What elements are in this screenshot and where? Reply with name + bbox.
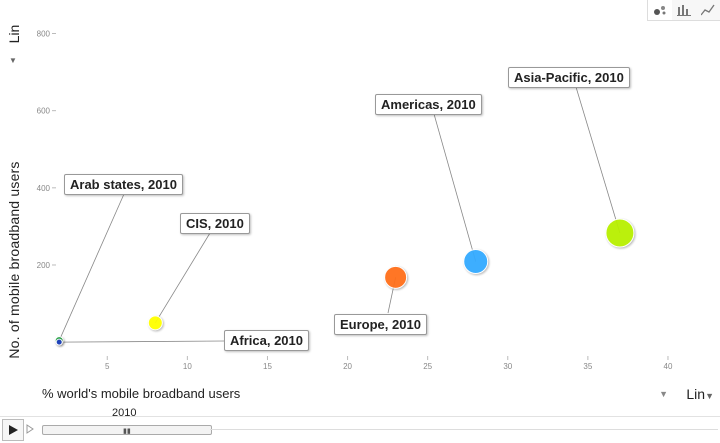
y-tick-label: 400 bbox=[37, 184, 51, 193]
play-button[interactable] bbox=[2, 419, 24, 441]
y-tick-label: 800 bbox=[37, 30, 51, 39]
bubble-label-connector bbox=[154, 232, 211, 324]
x-scale-dropdown-left-icon: ▼ bbox=[659, 389, 668, 399]
x-axis-title[interactable]: % world's mobile broadband users bbox=[42, 386, 241, 401]
x-scale-label: Lin bbox=[686, 386, 706, 402]
data-bubble[interactable] bbox=[147, 315, 163, 331]
timeline-controls: ▮▮ bbox=[0, 416, 720, 443]
data-bubble[interactable] bbox=[384, 265, 408, 289]
step-forward-button[interactable] bbox=[24, 421, 36, 437]
line-chart-icon[interactable] bbox=[696, 0, 720, 20]
bubble-chart-icon[interactable] bbox=[648, 0, 672, 20]
bubble-label-connector bbox=[59, 340, 225, 343]
step-forward-icon bbox=[26, 424, 34, 434]
data-bubble[interactable] bbox=[605, 218, 635, 248]
x-tick-label: 10 bbox=[183, 362, 192, 371]
bubble-label[interactable]: CIS, 2010 bbox=[180, 213, 250, 234]
x-tick-label: 20 bbox=[343, 362, 352, 371]
timeline-divider bbox=[210, 429, 718, 430]
bubble-label[interactable]: Asia-Pacific, 2010 bbox=[508, 67, 630, 88]
data-bubble[interactable] bbox=[55, 338, 63, 346]
bubble-label-connector bbox=[58, 193, 125, 341]
x-tick-label: 30 bbox=[503, 362, 512, 371]
y-scale-dropdown-icon[interactable]: ▼ bbox=[9, 56, 17, 65]
x-tick-label: 25 bbox=[423, 362, 432, 371]
x-tick-label: 5 bbox=[105, 362, 110, 371]
bubble-chart-plot: 200 400 600 800 5 10 15 20 25 30 35 40 bbox=[37, 30, 673, 371]
chevron-down-icon: ▼ bbox=[705, 391, 714, 401]
bubble-label-connector bbox=[433, 113, 477, 262]
x-tick-label: 35 bbox=[583, 362, 592, 371]
x-tick-label: 40 bbox=[664, 362, 673, 371]
y-tick-label: 600 bbox=[37, 107, 51, 116]
bubble-label-connector bbox=[575, 86, 621, 234]
bubble-label[interactable]: Europe, 2010 bbox=[334, 314, 427, 335]
chart-type-toolbar bbox=[647, 0, 720, 21]
x-tick-label: 15 bbox=[263, 362, 272, 371]
time-slider-track[interactable]: ▮▮ bbox=[42, 425, 212, 435]
bubble-label[interactable]: Africa, 2010 bbox=[224, 330, 309, 351]
time-slider-handle[interactable]: ▮▮ bbox=[123, 428, 131, 435]
y-tick-label: 200 bbox=[37, 261, 51, 270]
bubble-label[interactable]: Arab states, 2010 bbox=[64, 174, 183, 195]
data-bubble[interactable] bbox=[463, 249, 489, 275]
x-scale-selector[interactable]: ▼ Lin▼ bbox=[659, 386, 714, 402]
bar-chart-icon[interactable] bbox=[672, 0, 696, 20]
play-icon bbox=[9, 425, 18, 435]
bubble-label[interactable]: Americas, 2010 bbox=[375, 94, 482, 115]
